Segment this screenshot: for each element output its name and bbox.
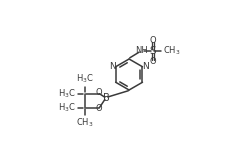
Text: H$_3$C: H$_3$C bbox=[58, 87, 75, 100]
Text: B: B bbox=[103, 93, 110, 103]
Text: CH$_3$: CH$_3$ bbox=[163, 45, 181, 57]
Text: H$_3$C: H$_3$C bbox=[76, 72, 94, 84]
Text: O: O bbox=[149, 57, 156, 66]
Text: O: O bbox=[95, 89, 102, 97]
Text: O: O bbox=[149, 36, 156, 45]
Text: CH$_3$: CH$_3$ bbox=[76, 117, 94, 129]
Text: O: O bbox=[95, 104, 102, 113]
Text: S: S bbox=[149, 46, 156, 56]
Text: N: N bbox=[110, 62, 116, 71]
Text: N: N bbox=[142, 62, 148, 71]
Text: H$_3$C: H$_3$C bbox=[58, 101, 75, 114]
Text: NH: NH bbox=[135, 46, 148, 55]
